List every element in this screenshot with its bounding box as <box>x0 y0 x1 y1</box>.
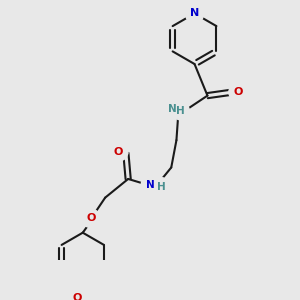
Text: N: N <box>190 8 199 19</box>
Circle shape <box>141 176 159 194</box>
Text: N: N <box>146 180 155 190</box>
Circle shape <box>171 101 189 120</box>
Text: O: O <box>233 87 243 97</box>
Text: H: H <box>157 182 166 192</box>
Circle shape <box>82 209 100 228</box>
Text: O: O <box>73 292 82 300</box>
Text: H: H <box>176 106 184 116</box>
Circle shape <box>229 83 248 101</box>
Circle shape <box>68 288 87 300</box>
Circle shape <box>152 178 170 196</box>
Text: O: O <box>86 213 95 223</box>
Circle shape <box>164 100 181 118</box>
Circle shape <box>185 4 204 23</box>
Text: N: N <box>168 104 177 114</box>
Circle shape <box>110 142 128 161</box>
Text: O: O <box>114 147 123 157</box>
